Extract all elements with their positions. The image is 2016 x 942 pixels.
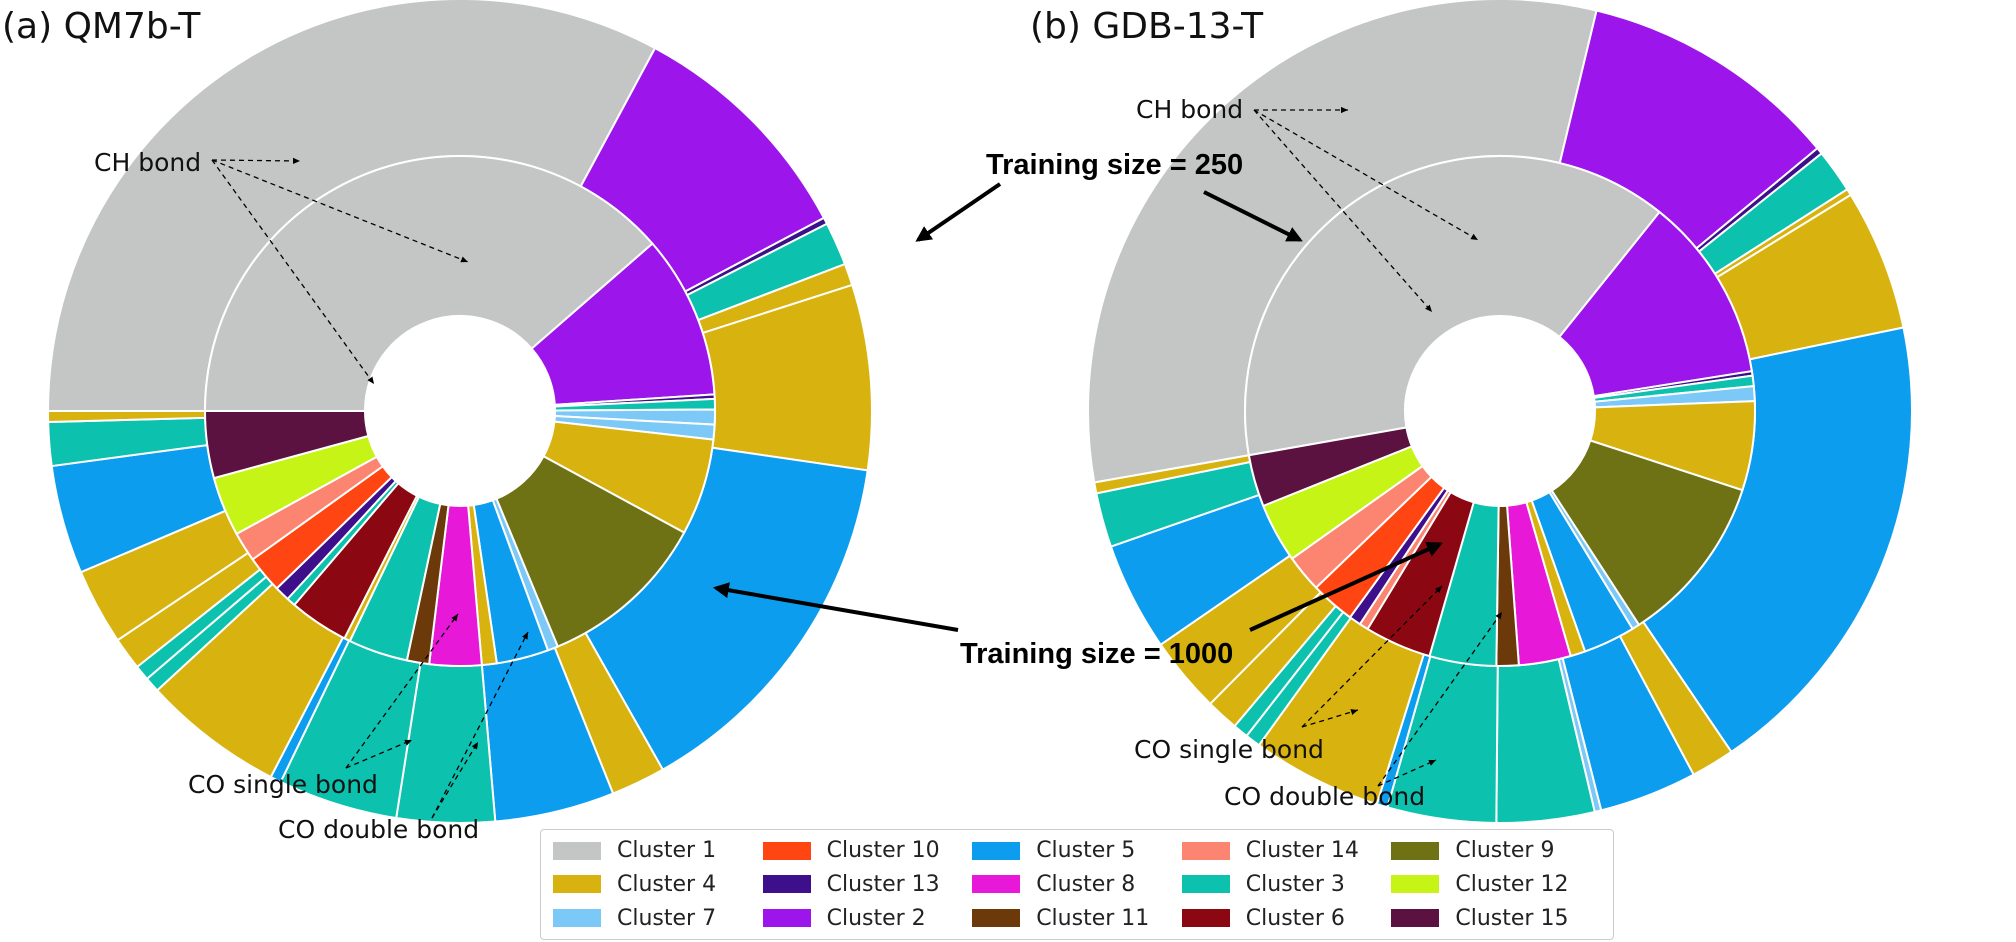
legend-label-cluster-3: Cluster 3 — [1245, 871, 1345, 897]
arrow-co-single-inner-a — [345, 613, 459, 769]
legend-label-cluster-12: Cluster 12 — [1455, 871, 1569, 897]
legend-item-cluster-4: Cluster 4 — [553, 868, 763, 902]
legend-label-cluster-11: Cluster 11 — [1036, 905, 1150, 931]
legend-item-cluster-12: Cluster 12 — [1391, 868, 1601, 902]
label-co-double-a: CO double bond — [278, 815, 479, 844]
arrow-train-1000-b — [1249, 541, 1443, 632]
annotation-arrows-b — [1253, 106, 1503, 787]
arrow-co-double-outer-a — [431, 741, 479, 819]
legend-label-cluster-15: Cluster 15 — [1455, 905, 1569, 931]
legend-swatch-cluster-4 — [553, 875, 601, 894]
legend-swatch-cluster-1 — [553, 841, 601, 860]
legend-swatch-cluster-9 — [1391, 841, 1440, 860]
slice-inner-cluster-1-0 — [203, 155, 654, 412]
slice-inner-cluster-2-1 — [530, 242, 716, 406]
panel-a-title: (a) QM7b-T — [2, 6, 201, 47]
training-size-arrows — [712, 182, 1443, 632]
legend-label-cluster-5: Cluster 5 — [1036, 838, 1136, 864]
legend-label-cluster-8: Cluster 8 — [1036, 871, 1136, 897]
legend-swatch-cluster-2 — [762, 909, 811, 928]
legend-item-cluster-1: Cluster 1 — [553, 834, 763, 868]
arrow-ch-c15-a — [211, 159, 375, 385]
legend-item-cluster-15: Cluster 15 — [1391, 901, 1601, 935]
legend-label-cluster-9: Cluster 9 — [1455, 838, 1555, 864]
label-co-double-b: CO double bond — [1224, 782, 1425, 811]
legend-item-cluster-3: Cluster 3 — [1181, 868, 1392, 902]
arrow-co-single-inner-b — [1301, 585, 1443, 728]
arrow-ch-inner-a — [211, 159, 469, 263]
legend-item-cluster-10: Cluster 10 — [762, 834, 973, 868]
legend: Cluster 1 Cluster 4 Cluster 7 Cluster 10 Clu… — [540, 829, 1614, 940]
legend-item-cluster-7: Cluster 7 — [553, 901, 763, 935]
legend-label-cluster-14: Cluster 14 — [1245, 838, 1359, 864]
label-training-1000: Training size = 1000 — [960, 638, 1233, 670]
arrow-co-single-outer-b — [1301, 709, 1359, 728]
slice-inner-cluster-1-0 — [1244, 155, 1661, 457]
legend-label-cluster-2: Cluster 2 — [826, 905, 926, 931]
legend-label-cluster-10: Cluster 10 — [826, 838, 940, 864]
legend-label-cluster-7: Cluster 7 — [617, 905, 717, 931]
legend-item-cluster-5: Cluster 5 — [972, 834, 1182, 868]
legend-item-cluster-8: Cluster 8 — [972, 868, 1182, 902]
slice-inner-cluster-15-21 — [203, 410, 370, 480]
legend-swatch-cluster-12 — [1391, 875, 1440, 894]
legend-item-cluster-13: Cluster 13 — [762, 868, 973, 902]
arrow-train-1000-a — [712, 582, 959, 632]
legend-label-cluster-6: Cluster 6 — [1245, 905, 1345, 931]
legend-swatch-cluster-13 — [762, 875, 811, 894]
legend-label-cluster-1: Cluster 1 — [617, 838, 717, 864]
legend-swatch-cluster-7 — [553, 909, 601, 928]
donut-chart-b — [1087, 0, 1914, 824]
slice-inner-cluster-9-6 — [1550, 439, 1744, 627]
label-training-250: Training size = 250 — [986, 149, 1243, 181]
legend-swatch-cluster-8 — [972, 875, 1021, 894]
annotation-arrows-a — [211, 157, 529, 819]
arrow-train-250-a — [915, 182, 1002, 242]
arrow-ch-inner-b — [1253, 109, 1479, 241]
arrow-co-double-inner-a — [431, 631, 529, 819]
slice-inner-cluster-15-19 — [1247, 426, 1414, 508]
panel-b-title: (b) GDB-13-T — [1030, 6, 1264, 47]
label-co-single-a: CO single bond — [188, 770, 378, 799]
legend-item-cluster-9: Cluster 9 — [1391, 834, 1601, 868]
label-ch-bond-a: CH bond — [94, 148, 201, 177]
slice-inner-cluster-9-7 — [495, 454, 686, 648]
legend-item-cluster-2: Cluster 2 — [762, 901, 973, 935]
legend-swatch-cluster-5 — [972, 841, 1021, 860]
arrow-train-250-b — [1203, 190, 1303, 242]
legend-label-cluster-4: Cluster 4 — [617, 871, 717, 897]
legend-swatch-cluster-11 — [972, 909, 1021, 928]
arrow-co-single-outer-a — [345, 739, 413, 769]
legend-swatch-cluster-3 — [1181, 875, 1230, 894]
legend-item-cluster-6: Cluster 6 — [1181, 901, 1392, 935]
arrow-ch-outer-a — [211, 157, 301, 165]
label-ch-bond-b: CH bond — [1136, 95, 1243, 124]
legend-label-cluster-13: Cluster 13 — [826, 871, 940, 897]
arrow-co-double-outer-b — [1377, 759, 1437, 787]
legend-swatch-cluster-10 — [762, 841, 811, 860]
legend-swatch-cluster-14 — [1181, 841, 1230, 860]
legend-item-cluster-11: Cluster 11 — [972, 901, 1182, 935]
donut-chart-a — [46, 0, 873, 824]
legend-swatch-cluster-6 — [1181, 909, 1230, 928]
legend-swatch-cluster-15 — [1391, 909, 1440, 928]
legend-item-cluster-14: Cluster 14 — [1181, 834, 1392, 868]
slice-inner-cluster-2-1 — [1558, 210, 1754, 398]
label-co-single-b: CO single bond — [1134, 735, 1324, 764]
